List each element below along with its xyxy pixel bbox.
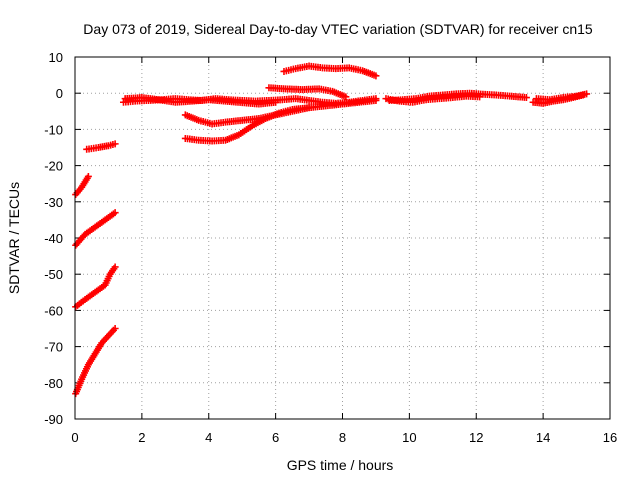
x-tick-label: 16 [603, 430, 617, 445]
data-point [111, 209, 119, 217]
data-track [72, 172, 92, 199]
x-tick-label: 10 [402, 430, 416, 445]
data-point [305, 104, 313, 112]
data-track [280, 62, 380, 80]
y-tick-label: -10 [44, 122, 63, 137]
y-tick-label: -70 [44, 340, 63, 355]
data-track [121, 94, 280, 108]
x-tick-labels: 0 2 4 6 8 10 12 14 16 [71, 430, 617, 445]
data-track [265, 84, 350, 101]
y-axis-label: SDTVAR / TECUs [6, 182, 22, 294]
y-tick-label: -60 [44, 303, 63, 318]
data-point [111, 263, 119, 271]
data-track [382, 92, 484, 106]
plot-area [72, 62, 591, 398]
data-point [372, 96, 380, 104]
data-track [72, 209, 119, 249]
y-tick-labels: -90 -80 -70 -60 -50 -40 -30 -20 -10 0 10 [44, 50, 63, 427]
data-point [476, 93, 484, 101]
y-tick-label: -30 [44, 195, 63, 210]
x-tick-label: 12 [469, 430, 483, 445]
data-point [522, 94, 530, 102]
grid-lines [75, 57, 610, 419]
data-track [83, 140, 119, 153]
data-track [532, 90, 591, 104]
x-tick-label: 2 [138, 430, 145, 445]
data-track [72, 325, 119, 398]
data-point [342, 93, 350, 101]
x-tick-label: 8 [339, 430, 346, 445]
x-tick-label: 6 [272, 430, 279, 445]
x-axis-label: GPS time / hours [287, 457, 394, 473]
y-tick-label: -80 [44, 376, 63, 391]
x-tick-label: 0 [71, 430, 78, 445]
data-track [72, 263, 119, 311]
data-point [372, 72, 380, 80]
y-tick-label: -40 [44, 231, 63, 246]
y-tick-label: -50 [44, 267, 63, 282]
plot-frame [74, 56, 611, 420]
data-point [583, 90, 591, 98]
y-tick-label: -90 [44, 412, 63, 427]
data-point [84, 172, 92, 180]
y-tick-label: 10 [49, 50, 63, 65]
x-tick-label: 14 [536, 430, 550, 445]
y-tick-label: -20 [44, 159, 63, 174]
y-tick-label: 0 [56, 86, 63, 101]
x-tick-label: 4 [205, 430, 212, 445]
data-point [111, 325, 119, 332]
chart-title: Day 073 of 2019, Sidereal Day-to-day VTE… [83, 21, 593, 37]
data-point [272, 98, 280, 106]
data-point [111, 140, 119, 148]
data-track [181, 104, 313, 145]
